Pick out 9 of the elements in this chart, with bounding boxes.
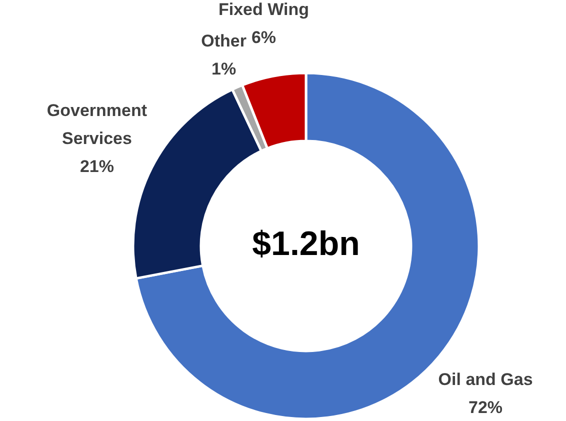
slice-label: Other <box>201 32 247 51</box>
data-label: 72% <box>468 398 503 418</box>
slice-label: Government Services <box>46 100 148 148</box>
slice-label: Oil and Gas <box>438 370 533 390</box>
data-label: 21% <box>80 156 114 176</box>
data-label: 1% <box>212 60 236 79</box>
text: $1.2bn <box>252 224 360 263</box>
data-label: 6% <box>251 28 276 48</box>
slice-label: Fixed Wing <box>218 0 310 20</box>
